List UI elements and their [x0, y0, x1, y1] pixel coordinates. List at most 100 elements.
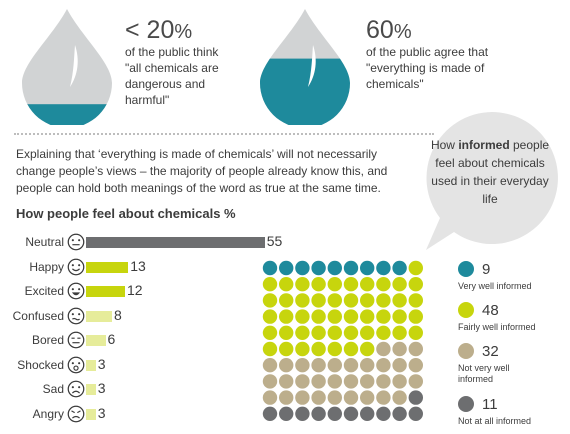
waffle-dot-fairly-well-informed [295, 341, 310, 357]
waffle-dot-fairly-well-informed [408, 309, 423, 324]
waffle-dot-very-well-informed [279, 260, 294, 276]
emotion-label-bored: Bored [31, 333, 64, 347]
waffle-dot-not-at-all-informed [327, 406, 342, 421]
waffle-dot-not-very-well-informed [408, 358, 423, 373]
stat-2-value: 60% [366, 16, 412, 44]
waffle-dot-fairly-well-informed [343, 293, 359, 308]
bubble-text: How informed people feel about chemicals… [430, 138, 550, 206]
waffle-dot-fairly-well-informed [295, 277, 310, 292]
legend-label-fairly-well-informed: Fairly well informed [458, 322, 536, 332]
waffle-dot-fairly-well-informed [327, 277, 342, 292]
emotion-value-shocked: 3 [97, 355, 106, 372]
waffle-dot-not-very-well-informed [279, 374, 294, 389]
emotion-label-sad: Sad [42, 382, 64, 396]
emotion-bar-confused [86, 310, 112, 322]
waffle-dot-fairly-well-informed [311, 341, 326, 357]
waffle-dot-not-very-well-informed [279, 358, 294, 373]
waffle-dot-fairly-well-informed [327, 309, 342, 324]
waffle-dot-not-very-well-informed [311, 374, 326, 389]
waffle-dot-not-very-well-informed [392, 374, 407, 389]
emotion-value-sad: 3 [97, 380, 106, 396]
waffle-dot-fairly-well-informed [262, 309, 278, 324]
legend-value-not-at-all-informed: 11 [482, 396, 498, 413]
waffle-dot-not-very-well-informed [343, 358, 359, 373]
legend-swatch-not-at-all-informed [458, 396, 474, 412]
waffle-dot-not-at-all-informed [295, 406, 310, 421]
waffle-dot-not-very-well-informed [327, 358, 342, 373]
waffle-dot-not-very-well-informed [262, 374, 278, 389]
waffle-dot-fairly-well-informed [311, 325, 326, 340]
waffle-dot-not-at-all-informed [262, 406, 278, 421]
emotion-label-excited: Excited [24, 284, 64, 298]
waffle-dot-fairly-well-informed [262, 325, 278, 340]
drop-icon-left [22, 9, 112, 125]
emotion-bar-angry [86, 408, 96, 420]
waffle-dot-fairly-well-informed [327, 325, 342, 340]
waffle-dot-not-very-well-informed [311, 358, 326, 373]
bar-chart-title: How people feel about chemicals % [16, 206, 236, 221]
waffle-dot-fairly-well-informed [392, 293, 407, 308]
confused-face-icon [67, 307, 85, 330]
stat-1-value: < 20% [125, 16, 193, 44]
waffle-dot-fairly-well-informed [311, 309, 326, 324]
waffle-dot-very-well-informed [311, 260, 326, 276]
waffle-dot-fairly-well-informed [392, 325, 407, 340]
waffle-dot-fairly-well-informed [295, 293, 310, 308]
speech-bubble [426, 112, 558, 250]
waffle-dot-fairly-well-informed [376, 325, 391, 340]
waffle-dot-very-well-informed [392, 260, 407, 276]
waffle-dot-not-very-well-informed [295, 374, 310, 389]
emotion-value-excited: 12 [127, 282, 143, 298]
waffle-dot-fairly-well-informed [392, 277, 407, 292]
waffle-dot-very-well-informed [343, 260, 359, 276]
waffle-dot-not-very-well-informed [295, 358, 310, 373]
waffle-dot-fairly-well-informed [360, 277, 375, 292]
emotion-label-neutral: Neutral [25, 235, 64, 249]
emotion-bar-bored [86, 335, 106, 346]
waffle-dot-fairly-well-informed [279, 293, 294, 308]
waffle-dot-fairly-well-informed [360, 341, 375, 357]
emotion-label-happy: Happy [29, 259, 64, 274]
angry-face-icon [67, 405, 85, 428]
waffle-dot-fairly-well-informed [408, 277, 423, 292]
waffle-dot-not-very-well-informed [360, 358, 375, 373]
waffle-dot-not-very-well-informed [392, 358, 407, 373]
sad-face-icon [67, 380, 85, 403]
waffle-dot-not-at-all-informed [360, 406, 375, 421]
waffle-dot-fairly-well-informed [343, 277, 359, 292]
waffle-dot-fairly-well-informed [360, 309, 375, 324]
waffle-dot-fairly-well-informed [376, 277, 391, 292]
waffle-dot-not-very-well-informed [408, 341, 423, 357]
emotion-bar-shocked [86, 359, 96, 371]
stat-1-text: of the public think "all chemicals are d… [125, 45, 219, 107]
waffle-dot-fairly-well-informed [262, 277, 278, 292]
waffle-dot-very-well-informed [327, 260, 342, 276]
shocked-face-icon [67, 356, 85, 379]
waffle-dot-fairly-well-informed [262, 293, 278, 308]
happy-face-icon [67, 258, 85, 281]
waffle-dot-not-very-well-informed [376, 374, 391, 389]
waffle-dot-not-very-well-informed [376, 390, 391, 405]
waffle-dot-very-well-informed [262, 260, 278, 276]
bored-face-icon [67, 331, 85, 354]
emotion-label-angry: Angry [32, 406, 64, 421]
waffle-dot-not-at-all-informed [376, 406, 391, 421]
waffle-dot-fairly-well-informed [408, 325, 423, 340]
waffle-dot-not-at-all-informed [311, 406, 326, 421]
waffle-dot-not-very-well-informed [392, 341, 407, 357]
legend-value-not-very-well-informed: 32 [482, 343, 499, 360]
waffle-dot-fairly-well-informed [279, 309, 294, 324]
waffle-dot-not-at-all-informed [279, 406, 294, 421]
legend-swatch-very-well-informed [458, 261, 474, 277]
waffle-dot-very-well-informed [376, 260, 391, 276]
intro-paragraph: Explaining that ‘everything is made of c… [16, 147, 388, 195]
legend-label-not-at-all-informed: Not at all informed [458, 416, 532, 426]
emotion-bar-sad [86, 384, 96, 395]
legend-value-fairly-well-informed: 48 [482, 302, 499, 319]
drop-icon-right [260, 9, 350, 125]
waffle-dot-not-at-all-informed [392, 406, 407, 421]
emotion-value-neutral: 55 [266, 233, 283, 249]
waffle-chart [262, 260, 423, 421]
waffle-dot-fairly-well-informed [295, 309, 310, 324]
waffle-dot-not-very-well-informed [360, 390, 375, 405]
